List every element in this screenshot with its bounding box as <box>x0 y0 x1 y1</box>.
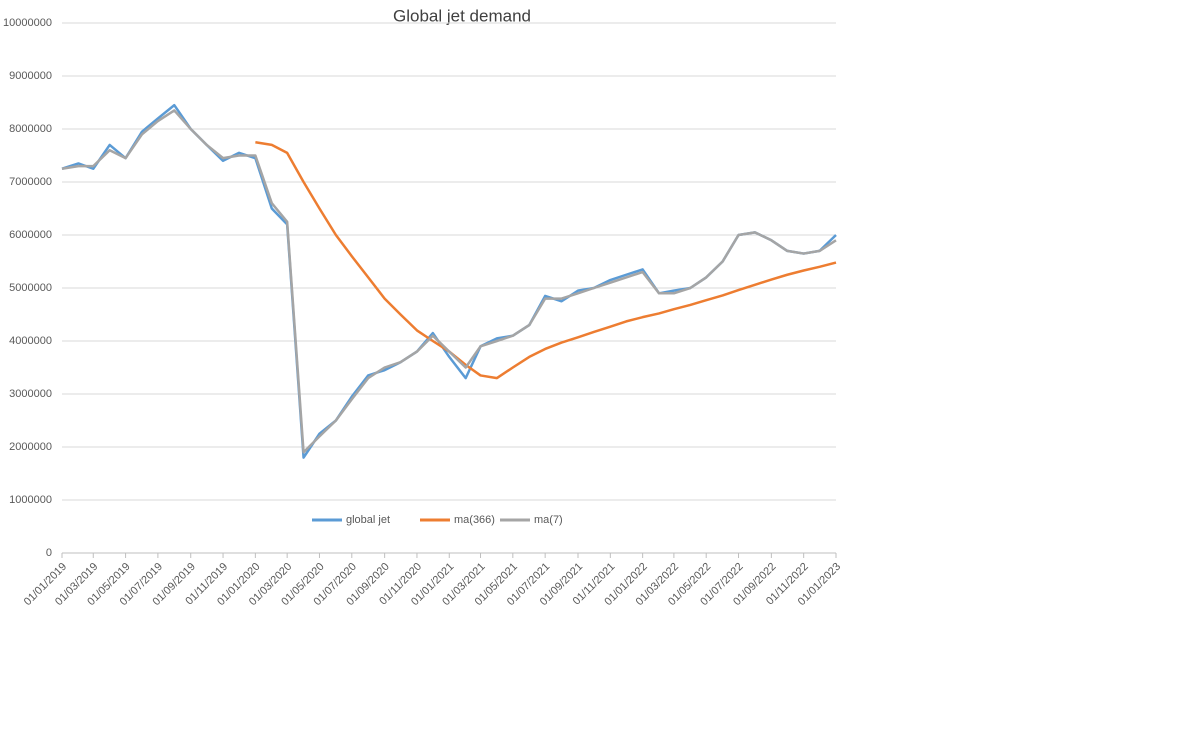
chart-title: Global jet demand <box>393 6 531 25</box>
y-tick-label: 1000000 <box>9 494 52 506</box>
series-line <box>61 103 837 459</box>
y-tick-label: 5000000 <box>9 282 52 294</box>
series-line <box>61 109 837 454</box>
series-line <box>255 141 837 380</box>
y-tick-label: 3000000 <box>9 388 52 400</box>
y-tick-label: 8000000 <box>9 123 52 135</box>
y-tick-label: 0 <box>46 547 52 559</box>
y-tick-label: 4000000 <box>9 335 52 347</box>
legend-label: ma(366) <box>454 514 495 526</box>
y-tick-label: 7000000 <box>9 176 52 188</box>
y-tick-label: 10000000 <box>3 17 52 29</box>
y-tick-label: 6000000 <box>9 229 52 241</box>
legend-label: global jet <box>346 514 390 526</box>
y-tick-label: 2000000 <box>9 441 52 453</box>
legend-label: ma(7) <box>534 514 563 526</box>
y-tick-label: 9000000 <box>9 70 52 82</box>
